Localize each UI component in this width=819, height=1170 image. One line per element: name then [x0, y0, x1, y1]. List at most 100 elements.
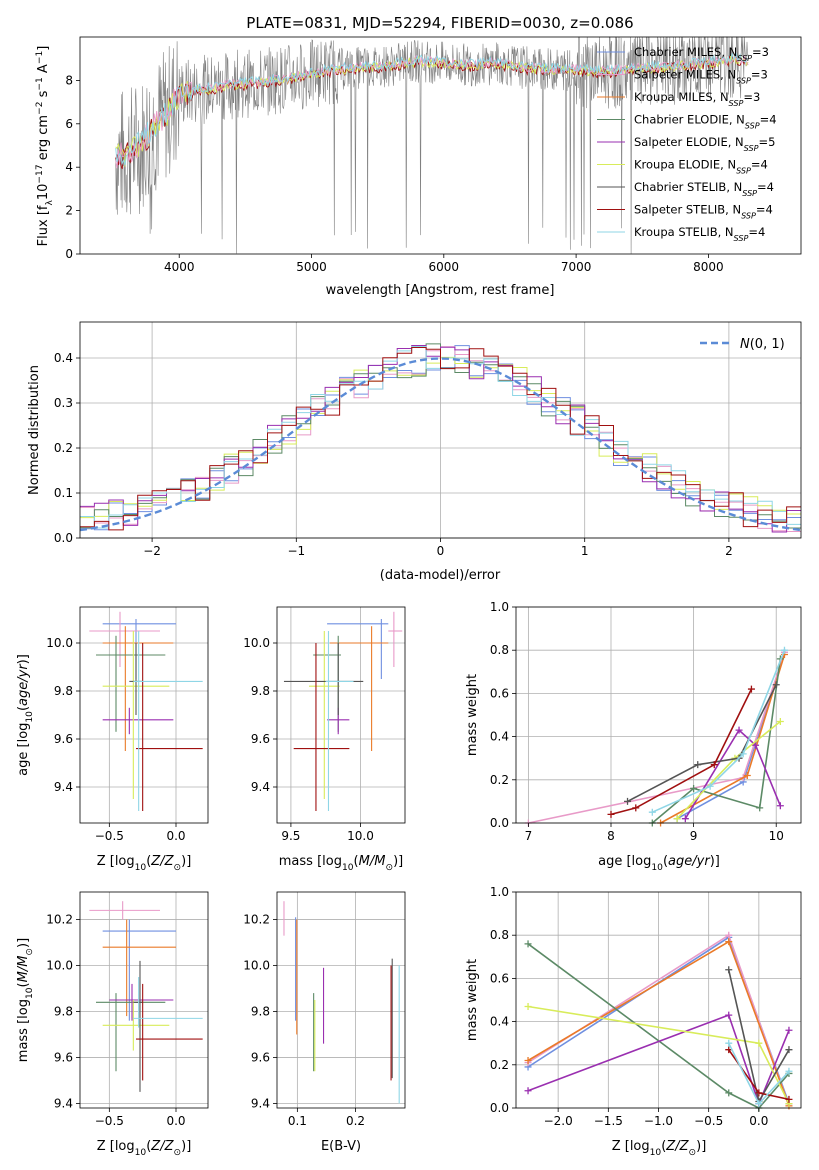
- data-marker: [785, 1095, 793, 1103]
- y-axis-label: age [log10(age/yr)]: [16, 654, 35, 776]
- y-tick-label: 9.6: [251, 732, 270, 746]
- y-tick-label: 0.8: [490, 643, 509, 657]
- y-tick-label: 10.0: [46, 636, 73, 650]
- data-marker: [524, 1056, 532, 1064]
- series-line: [651, 658, 782, 824]
- legend-label: Kroupa STELIB, NSSP=4: [634, 225, 765, 243]
- x-tick-label: 5000: [296, 260, 327, 274]
- y-tick-label: 9.8: [54, 684, 73, 698]
- y-axis-label: Normed distribution: [27, 365, 42, 495]
- x-tick-label: 1: [581, 544, 589, 558]
- data-marker: [607, 810, 615, 818]
- data-marker: [524, 1002, 532, 1010]
- x-tick-label: −2: [143, 544, 161, 558]
- data-marker: [710, 761, 718, 769]
- y-tick-label: 0.4: [490, 730, 509, 744]
- data-marker: [673, 815, 681, 823]
- gaussian-curve: [79, 357, 802, 532]
- y-tick-label: 9.4: [54, 780, 73, 794]
- weight-series: [681, 726, 784, 823]
- chart-age-weight: 7 8 9 10 0.0 0.2 0.4 0.6 0.8 1.0 age [log10(age/yr…: [465, 600, 802, 873]
- legend-label: Salpeter STELIB, NSSP=4: [634, 203, 773, 221]
- x-tick-label: −0.5: [95, 1114, 124, 1128]
- chart-residuals: −2 −1 0 1 2 0.0 0.1 0.2 0.3 0.4 N(0, 1) (data-model…: [27, 321, 802, 583]
- x-axis-label: E(B-V): [321, 1139, 361, 1154]
- x-tick-label: 8000: [693, 260, 724, 274]
- errorbar-point: [102, 919, 176, 1021]
- y-tick-label: 10.0: [243, 636, 270, 650]
- data-marker: [755, 1089, 763, 1097]
- data-marker: [725, 938, 733, 946]
- y-tick-label: 4: [65, 160, 73, 174]
- data-marker: [706, 782, 714, 790]
- plot-area: [89, 901, 203, 1092]
- legend-label: Kroupa ELODIE, NSSP=4: [634, 158, 768, 176]
- y-tick-label: 10.2: [46, 913, 73, 927]
- legend-label: N(0, 1): [740, 337, 785, 352]
- legend-label: Salpeter ELODIE, NSSP=5: [634, 135, 775, 153]
- weight-series: [648, 646, 788, 816]
- errorbar-point: [102, 1000, 170, 1051]
- figure-title: PLATE=0831, MJD=52294, FIBERID=0030, z=0…: [246, 14, 633, 32]
- y-tick-label: 9.6: [54, 1050, 73, 1064]
- y-tick-label: 0.6: [490, 971, 509, 985]
- series-line: [684, 728, 782, 820]
- x-tick-label: −1.0: [644, 1114, 673, 1128]
- y-tick-label: 0.4: [54, 351, 73, 365]
- legend-label: Salpeter MILES, NSSP=3: [634, 68, 768, 86]
- y-axis-label: Flux [fλ10−17 erg cm−2 s−1 A−1]: [35, 46, 55, 247]
- chart-z-weight: −2.0 −1.5 −1.0 −0.5 0.0 0.0 0.2 0.4 0.6 0.8 1.0 Z […: [465, 885, 802, 1158]
- y-tick-label: 0.0: [490, 1101, 509, 1115]
- weight-series: [624, 681, 780, 805]
- errorbar-point: [96, 635, 166, 732]
- chart-mass-age: 9.5 10.0 9.4 9.6 9.8 10.0 mass [log10(M/M⊙)]: [243, 606, 406, 873]
- y-tick-label: 8: [65, 73, 73, 87]
- observed-spectrum: [115, 36, 749, 254]
- errorbar-point: [325, 631, 354, 811]
- x-tick-label: 4000: [164, 260, 195, 274]
- data-marker: [756, 804, 764, 812]
- errorbar-point: [102, 626, 174, 751]
- plot-area: [89, 611, 203, 811]
- legend-label: Chabrier STELIB, NSSP=4: [634, 180, 774, 198]
- legend-label: Chabrier MILES, NSSP=3: [634, 45, 769, 63]
- series-line: [527, 1014, 790, 1106]
- x-axis-label: Z [log10(Z/Z⊙)]: [97, 854, 192, 873]
- x-axis-label: age [log10(age/yr)]: [598, 854, 720, 873]
- data-marker: [725, 1089, 733, 1097]
- y-tick-label: 10.0: [46, 959, 73, 973]
- y-tick-label: 0: [65, 247, 73, 261]
- data-marker: [785, 1026, 793, 1034]
- data-marker: [735, 726, 743, 734]
- axes-frame: [276, 891, 406, 1109]
- x-tick-label: −0.5: [694, 1114, 723, 1128]
- data-marker: [785, 1046, 793, 1054]
- y-tick-label: 9.8: [251, 1004, 270, 1018]
- x-tick-label: 7: [525, 829, 533, 843]
- legend-label: Kroupa MILES, NSSP=3: [634, 90, 760, 108]
- x-tick-label: −1: [287, 544, 305, 558]
- data-marker: [725, 966, 733, 974]
- data-marker: [755, 1039, 763, 1047]
- residual-histogram: [80, 347, 801, 531]
- y-axis-label: mass [log10(M/M⊙)]: [16, 938, 35, 1062]
- y-tick-label: 0.6: [490, 686, 509, 700]
- data-marker: [725, 1011, 733, 1019]
- y-tick-label: 0.0: [490, 816, 509, 830]
- errorbar-point: [96, 993, 166, 1072]
- plot-area: [283, 901, 400, 1104]
- model-spectrum: [115, 54, 749, 169]
- weight-series: [725, 1039, 793, 1108]
- data-marker: [648, 808, 656, 816]
- y-tick-label: 0.3: [54, 396, 73, 410]
- data-marker: [776, 717, 784, 725]
- x-tick-label: 8: [607, 829, 615, 843]
- data-marker: [524, 940, 532, 948]
- data-marker: [747, 685, 755, 693]
- data-marker: [772, 681, 780, 689]
- data-marker: [624, 797, 632, 805]
- y-tick-label: 0.2: [54, 441, 73, 455]
- data-marker: [632, 804, 640, 812]
- errorbar-point: [293, 643, 350, 811]
- chart-z-age: −0.5 0.0 9.4 9.6 9.8 10.0 Z [log10(Z/Z⊙)] age […: [16, 606, 209, 873]
